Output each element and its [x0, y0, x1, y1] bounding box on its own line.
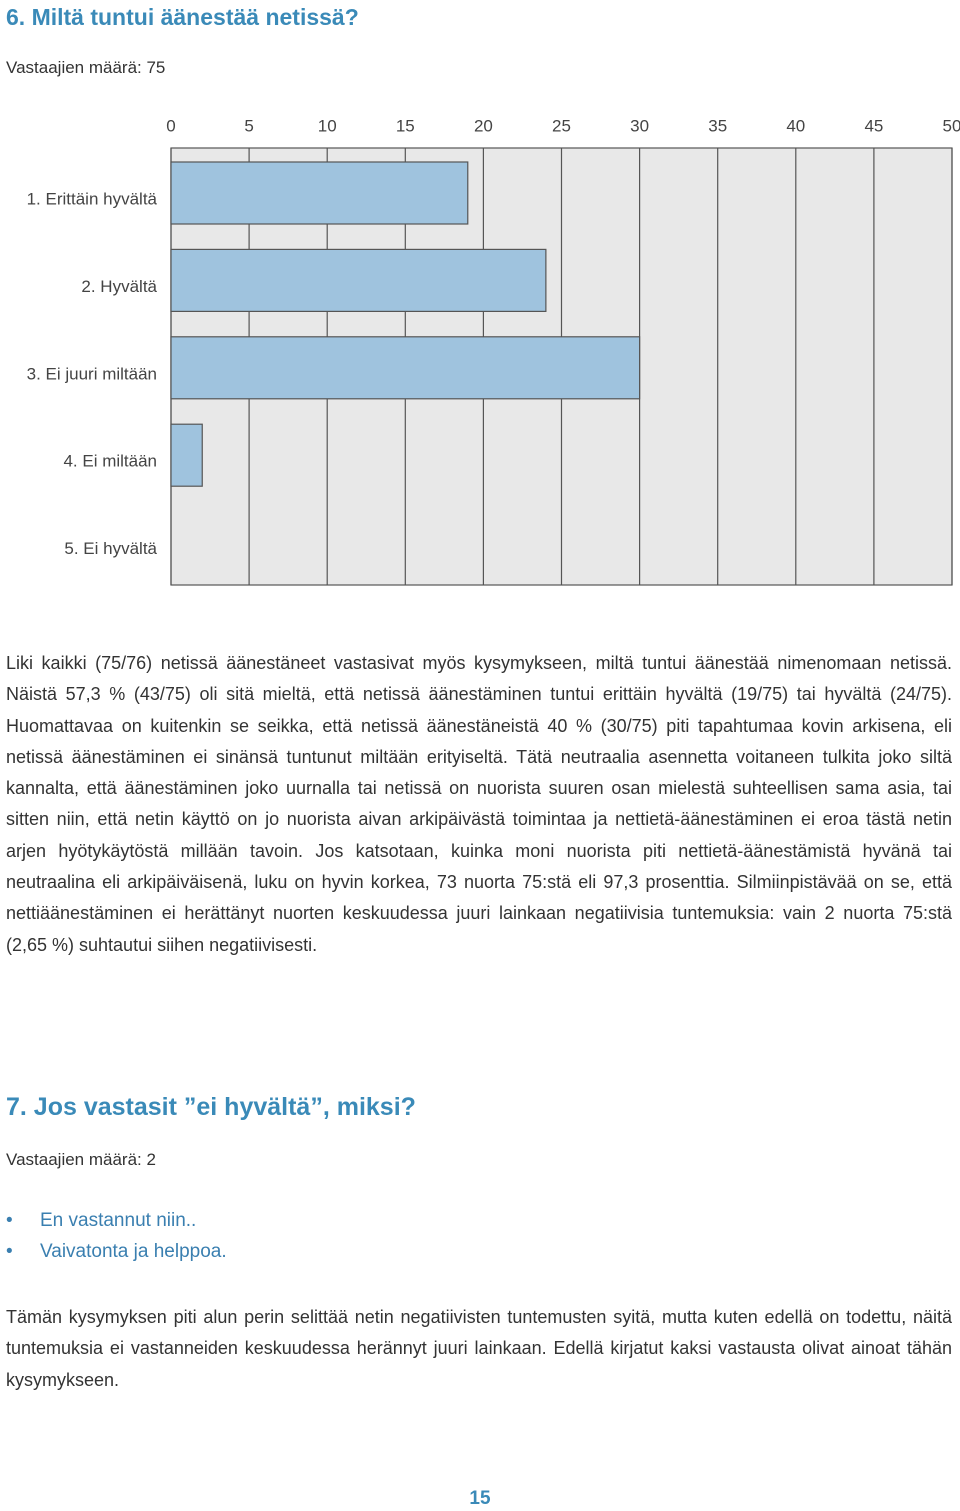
y-tick-label: 5. Ei hyvältä — [64, 539, 157, 558]
x-tick-label: 40 — [786, 116, 805, 135]
y-tick-label: 2. Hyvältä — [81, 277, 157, 296]
x-tick-label: 15 — [396, 116, 415, 135]
chart: 0 5 10 15 20 25 30 35 40 45 50 1. Erittäin hyvältä 2… — [27, 116, 960, 586]
bar — [170, 248, 547, 312]
section-title: 7. Jos vastasit ”ei hyvältä”, miksi? — [6, 1093, 416, 1121]
x-tick-label: 20 — [474, 116, 493, 135]
y-tick-label: 3. Ei juuri miltään — [27, 364, 157, 383]
x-tick-label: 45 — [864, 116, 883, 135]
bar — [170, 423, 203, 487]
y-tick-label: 4. Ei miltään — [63, 452, 157, 471]
x-tick-label: 35 — [708, 116, 727, 135]
bar — [170, 336, 641, 400]
page-number: 15 — [469, 1488, 491, 1509]
x-tick-label: 25 — [552, 116, 571, 135]
y-tick-label: 1. Erittäin hyvältä — [27, 189, 158, 208]
section-title: 6. Miltä tuntui äänestää netissä? — [6, 4, 359, 30]
answer: En vastannut niin.. — [6, 1205, 227, 1236]
x-tick-label: 50 — [943, 116, 960, 135]
bar — [170, 161, 469, 225]
answer-list: En vastannut niin.. Vaivatonta ja helppo… — [6, 1205, 227, 1267]
paragraph: Liki kaikki (75/76) netissä äänestäneet … — [6, 653, 952, 955]
answer: Vaivatonta ja helppoa. — [6, 1236, 227, 1267]
respondents: Vastaajien määrä: 2 — [6, 1150, 156, 1169]
paragraph: Tämän kysymyksen piti alun perin selittä… — [6, 1307, 952, 1390]
x-tick-label: 5 — [244, 116, 253, 135]
x-tick-label: 30 — [630, 116, 649, 135]
respondents: Vastaajien määrä: 75 — [6, 58, 166, 77]
x-tick-label: 0 — [166, 116, 175, 135]
x-tick-label: 10 — [318, 116, 337, 135]
